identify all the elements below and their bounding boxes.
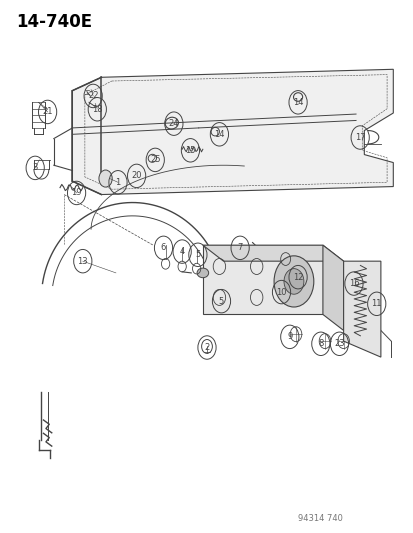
Polygon shape (322, 245, 343, 330)
Text: 13: 13 (77, 257, 88, 265)
Text: 14: 14 (292, 98, 303, 107)
Ellipse shape (197, 268, 208, 278)
Text: 17: 17 (354, 133, 365, 142)
Polygon shape (343, 261, 380, 357)
Text: 1: 1 (115, 178, 120, 187)
Text: 9: 9 (287, 333, 292, 341)
Circle shape (99, 170, 112, 187)
Text: 20: 20 (131, 172, 142, 180)
Text: 94314 740: 94314 740 (297, 514, 342, 523)
Text: 24: 24 (168, 119, 179, 128)
Text: 23: 23 (333, 340, 344, 348)
Polygon shape (202, 245, 322, 314)
Text: 14: 14 (214, 130, 224, 139)
Text: 19: 19 (71, 189, 82, 197)
Text: 5: 5 (218, 297, 223, 305)
Polygon shape (202, 245, 343, 261)
Text: 16: 16 (348, 279, 358, 288)
Text: 14-740E: 14-740E (17, 13, 93, 31)
Text: 4: 4 (179, 247, 184, 256)
Text: 25: 25 (150, 156, 160, 164)
Text: 18: 18 (92, 105, 102, 114)
Polygon shape (72, 69, 392, 195)
Text: 7: 7 (237, 244, 242, 252)
Circle shape (273, 256, 313, 307)
Text: 6: 6 (161, 244, 166, 252)
Text: 12: 12 (292, 273, 303, 281)
Text: 3: 3 (33, 164, 38, 172)
Text: 2: 2 (204, 343, 209, 352)
Text: 22: 22 (88, 92, 98, 100)
Text: 10: 10 (275, 288, 286, 296)
Text: 5: 5 (195, 251, 200, 259)
Circle shape (283, 269, 303, 294)
Text: 15: 15 (185, 146, 195, 155)
Text: 21: 21 (42, 108, 53, 116)
Text: 8: 8 (318, 340, 323, 348)
Text: 11: 11 (370, 300, 381, 308)
